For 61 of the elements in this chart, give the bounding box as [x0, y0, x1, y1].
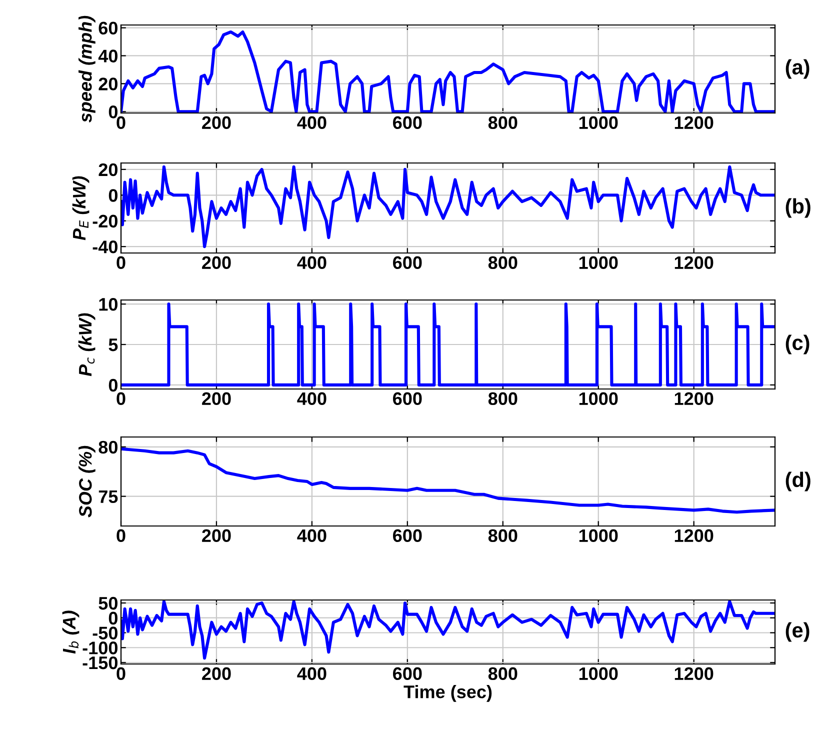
x-tick-label: 200 [202, 256, 231, 270]
y-tick-label: 0 [108, 612, 118, 625]
line-series [121, 447, 775, 514]
x-tick-label: 1200 [674, 529, 714, 542]
y-axis-title: speed (mph) [78, 16, 96, 122]
x-tick-label: 1200 [674, 667, 714, 680]
x-tick-label: 1200 [674, 392, 714, 406]
y-tick-label: -150 [82, 656, 118, 670]
x-tick-label: 1000 [579, 256, 618, 270]
x-tick-label: 600 [393, 116, 422, 130]
x-tick-label: 800 [488, 667, 518, 680]
y-tick-label: 80 [98, 440, 118, 454]
x-tick-label: 800 [488, 256, 518, 270]
y-tick-label: 40 [98, 50, 118, 62]
x-axis-title: Time (sec) [404, 685, 492, 702]
y-tick-label: 50 [98, 596, 118, 610]
x-tick-label: 400 [297, 667, 326, 680]
y-axis-title: P$_{c}$ (kW) [78, 313, 96, 376]
text: (a) [786, 59, 810, 79]
y-tick-label: 60 [98, 22, 118, 35]
y-tick-label: 75 [98, 490, 118, 504]
x-tick-label: 1000 [579, 529, 618, 542]
x-tick-label: 400 [297, 256, 326, 270]
y-axis-title: I$_{b}$ (A) [62, 610, 80, 654]
x-tick-label: 600 [393, 392, 422, 406]
line-series [121, 165, 775, 248]
x-tick-label: 1000 [579, 116, 618, 130]
x-tick-label: 1200 [674, 116, 714, 130]
text: (e) [786, 622, 810, 642]
x-tick-label: 800 [488, 392, 518, 406]
x-tick-label: 400 [297, 392, 326, 406]
y-axis-title: SOC (%) [78, 446, 96, 518]
x-tick-label: 600 [393, 667, 422, 680]
x-tick-label: 200 [202, 667, 231, 680]
x-tick-label: 1000 [579, 667, 618, 680]
y-tick-label: -100 [82, 642, 118, 654]
y-axis-title: P$_{E}$ (kW) [72, 176, 90, 240]
x-tick-label: 400 [297, 116, 326, 130]
text: (c) [786, 334, 810, 354]
y-tick-label: 0 [108, 106, 118, 118]
y-tick-label: -20 [92, 214, 118, 228]
x-tick-label: 200 [202, 392, 231, 406]
x-tick-label: 600 [393, 256, 422, 270]
y-tick-label: 20 [98, 163, 118, 176]
text: (d) [786, 472, 810, 492]
x-tick-label: 600 [393, 529, 422, 542]
y-tick-label: -50 [92, 626, 118, 640]
text: (b) [786, 198, 810, 218]
x-tick-label: 1000 [579, 392, 618, 406]
x-tick-label: 800 [488, 116, 518, 130]
y-tick-label: 0 [108, 378, 118, 392]
y-tick-label: 0 [108, 189, 118, 202]
y-tick-label: 5 [108, 338, 118, 352]
x-tick-label: 1200 [674, 256, 714, 270]
y-tick-label: 20 [98, 78, 118, 90]
x-tick-label: 800 [488, 529, 518, 542]
y-tick-label: 10 [99, 298, 118, 311]
y-tick-label: -40 [92, 240, 118, 254]
x-tick-label: 400 [297, 529, 326, 542]
x-tick-label: 200 [202, 116, 231, 130]
x-tick-label: 200 [202, 529, 231, 542]
